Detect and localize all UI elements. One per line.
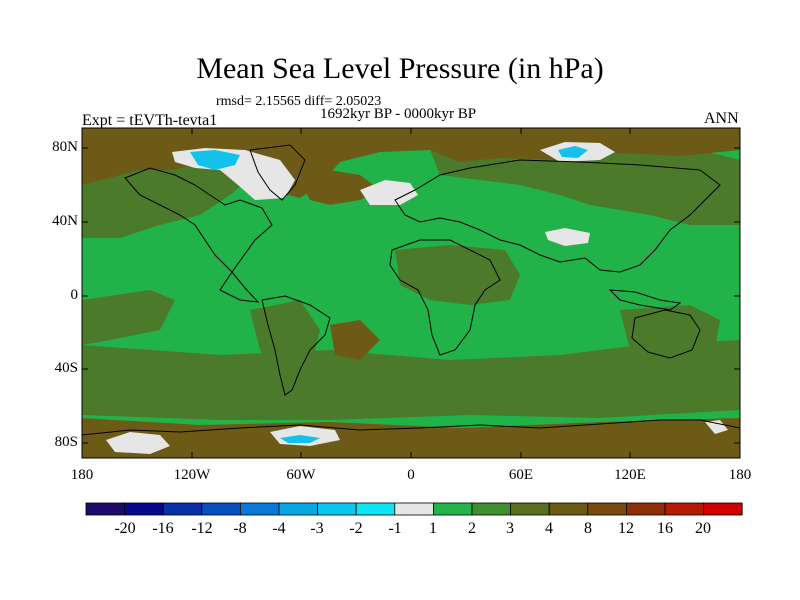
brown-region-north-atlantic [300,170,380,205]
colorbar-box [703,502,743,516]
colorbar-box [548,502,589,516]
olive-region-australia [620,305,720,360]
lon-label: 60E [508,467,534,483]
lat-label: 40N [52,213,78,229]
lon-label: 60W [286,467,316,483]
colorbar-box [317,502,357,516]
colorbar-box [394,502,434,516]
coast-north-america [124,167,273,303]
colorbar-box [471,502,511,516]
map-title: Mean Sea Level Pressure (in hPa) [196,52,604,85]
colorbar-box [355,502,396,516]
olive-region-southern-ocean [82,340,740,420]
colorbar-box [664,502,704,516]
cyan-region-canadian-arctic [190,150,240,170]
pressure-field [82,128,740,458]
colorbar-label: -4 [272,520,286,537]
coast-greenland [249,144,306,201]
white-region-ross-sea [106,432,170,454]
experiment-label: Expt = tEVTh-tevta1 [82,112,218,129]
lat-label: 40S [54,360,78,376]
colorbar-label: -16 [152,520,174,537]
period-text: 1692kyr BP - 0000kyr BP [320,106,477,122]
colorbar-box [510,502,550,516]
white-region-central-asia [545,228,590,246]
white-region-east-antarctica [705,420,728,434]
colorbar-label: 16 [657,520,673,537]
coast-australia [631,309,701,359]
colorbar-box [626,502,666,516]
colorbar-label: -3 [310,520,324,537]
colorbar-box [239,502,280,516]
colorbar-box [85,502,125,516]
colorbar-label: -8 [233,520,247,537]
lat-label: 80S [54,434,78,450]
lon-label: 180 [728,467,752,483]
colorbar-label: -1 [388,520,402,537]
colorbar-box [278,502,318,516]
lat-ticks [82,147,740,444]
white-region-iceland [360,180,418,205]
colorbar-box [432,502,473,516]
coast-antarctica [82,419,740,436]
season-label: ANN [704,110,739,127]
lat-label: 0 [70,287,79,303]
colorbar [85,502,743,516]
colorbar-label: 8 [584,520,592,537]
olive-region-africa [395,245,520,305]
cyan-region-weddell [280,435,320,443]
colorbar-box [162,502,203,516]
lon-label: 120W [173,467,211,483]
colorbar-label: 20 [695,520,711,537]
colorbar-label: 12 [618,520,634,537]
colorbar-label: -2 [349,520,363,537]
coast-indochina-islands [608,289,682,311]
colorbar-label: -12 [191,520,213,537]
colorbar-label: 4 [545,520,553,537]
cyan-region-siberia [558,146,588,158]
olive-region-eurasia [430,140,740,225]
olive-region-pacific-west [82,290,175,345]
colorbar-box [201,502,241,516]
coast-eurasia [394,159,721,273]
lon-label: 120E [614,467,646,483]
coastlines [82,144,740,436]
colorbar-label: 1 [429,520,437,537]
lon-ticks [191,128,631,458]
colorbar-box [124,502,164,516]
coast-south-america [261,295,331,396]
brown-region-south-atlantic [330,320,380,360]
lon-label: 0 [407,467,415,483]
lat-label: 80N [52,139,78,155]
colorbar-label: -20 [114,520,136,537]
coast-africa [389,239,501,356]
colorbar-box [587,502,627,516]
colorbar-label: 2 [468,520,476,537]
lon-label: 180 [70,467,94,483]
stats-text: rmsd= 2.15565 diff= 2.05023 [216,94,382,109]
colorbar-label: 3 [506,520,514,537]
